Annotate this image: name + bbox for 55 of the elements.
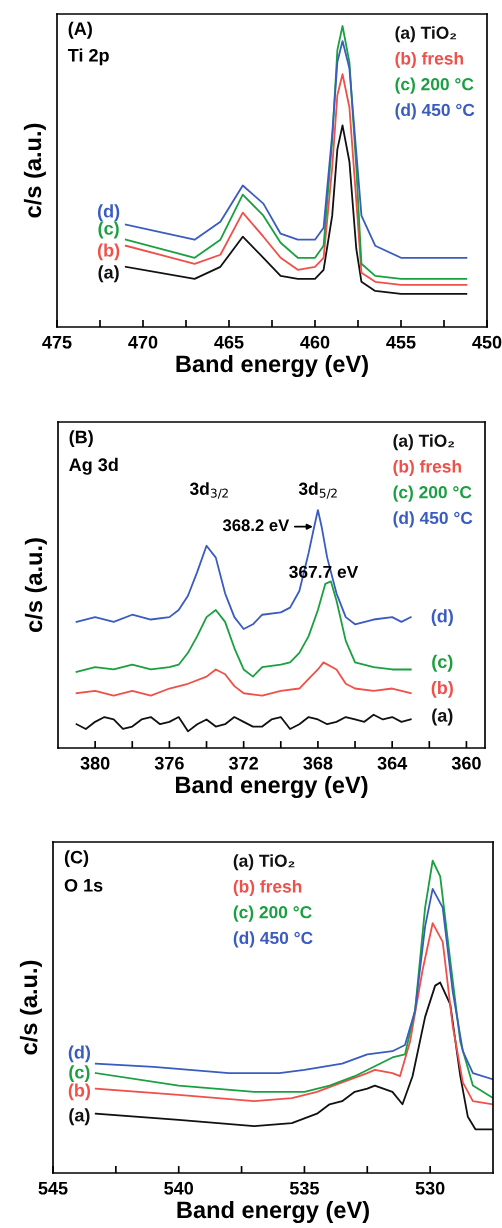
text: (a) TiO₂ <box>233 854 295 871</box>
x-tick-label: 455 <box>386 336 416 349</box>
annotation: (d) <box>68 1045 91 1063</box>
x-tick-label: 380 <box>80 756 110 770</box>
annotation: 368.2 eV <box>222 519 290 532</box>
x-tick-label: 545 <box>38 1182 68 1195</box>
annotation: (A) <box>68 21 92 39</box>
annotation: (c) <box>69 1065 90 1083</box>
x-axis-title: Band energy (eV) <box>175 775 368 799</box>
annotation: (c) <box>98 221 119 239</box>
y-axis-title: c/s (a.u.) <box>19 960 42 1055</box>
annotation: (a) <box>69 1108 90 1126</box>
x-tick-label: 368 <box>303 756 333 770</box>
x-tick-label: 535 <box>289 1181 319 1195</box>
x-axis-title: Band energy (eV) <box>177 1200 369 1224</box>
text: (a) TiO₂ <box>395 26 457 43</box>
text: Ag 3d <box>69 457 118 475</box>
text: (b) fresh <box>233 879 302 897</box>
annotation: (d) <box>97 204 120 222</box>
text: (d) 450 °C <box>233 931 313 948</box>
text: (d) 450 °C <box>393 511 473 528</box>
text: (a) TiO₂ <box>393 434 455 451</box>
annotation: (b) <box>97 243 120 261</box>
text: (B) <box>69 430 93 447</box>
annotation: (d) <box>431 609 453 627</box>
x-tick-label: 360 <box>451 756 481 770</box>
x-tick-label: 376 <box>154 756 184 770</box>
x-tick-label: 465 <box>214 335 244 349</box>
text: (d) 450 °C <box>395 103 475 120</box>
text: (b) fresh <box>393 459 461 477</box>
x-tick-label: 364 <box>377 756 408 770</box>
x-tick-label: 372 <box>229 756 258 770</box>
y-axis-title: c/s (a.u.) <box>24 538 47 632</box>
annotation: (b) <box>431 680 453 698</box>
text: (c) 200 °C <box>233 905 312 922</box>
x-tick-label: 530 <box>415 1181 445 1195</box>
text: 3d$_{5/2}$ <box>298 482 337 499</box>
annotation: O 1s <box>64 878 103 892</box>
x-tick-label: 540 <box>164 1181 194 1195</box>
x-tick-label: 475 <box>42 336 72 349</box>
annotation: (b) <box>68 1083 91 1101</box>
annotation: (C) <box>64 850 89 868</box>
text: (b) fresh <box>395 51 463 69</box>
x-tick-label: 460 <box>300 335 330 349</box>
annotation: (a) <box>432 708 453 726</box>
text: (c) 200 °C <box>393 485 472 502</box>
text: (c) 200 °C <box>395 77 474 94</box>
annotation: (a) <box>98 265 119 283</box>
y-axis-title: c/s (a.u.) <box>23 123 46 218</box>
x-tick-label: 450 <box>472 335 502 349</box>
text: 3d$_{3/2}$ <box>189 482 228 499</box>
x-axis-title: Band energy (eV) <box>176 354 368 378</box>
x-tick-label: 470 <box>128 335 158 349</box>
annotation: Ti 2p <box>67 48 109 66</box>
annotation: (c) <box>432 654 453 672</box>
